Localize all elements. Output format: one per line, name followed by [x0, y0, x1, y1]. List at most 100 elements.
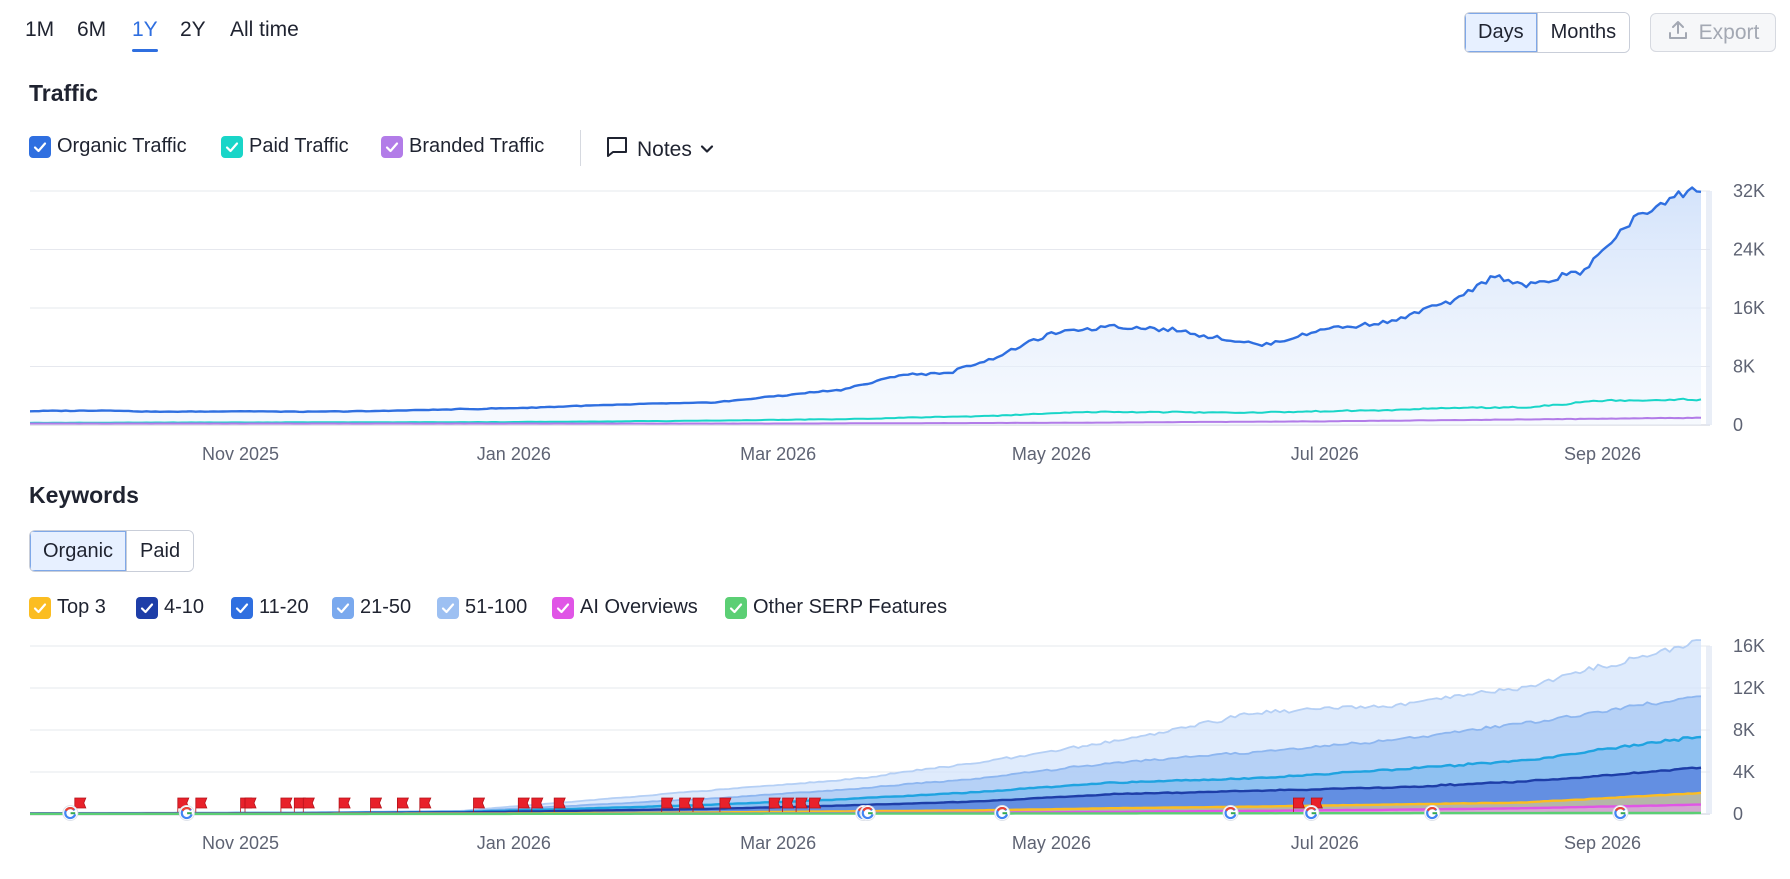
legend-4-10[interactable]: 4-10 — [136, 596, 204, 619]
months-button[interactable]: Months — [1536, 13, 1630, 52]
traffic-period-marker — [1706, 191, 1712, 425]
traffic-x-tick-label: May 2026 — [1012, 444, 1091, 464]
range-tab-1y[interactable]: 1Y — [132, 18, 158, 41]
series-line-branded-traffic — [30, 416, 1702, 425]
legend-51-100[interactable]: 51-100 — [437, 596, 527, 619]
chevron-down-icon — [700, 138, 714, 162]
checkbox-checked-icon — [221, 135, 243, 158]
keywords-y-tick-label: 16K — [1733, 636, 1765, 656]
google-update-icon — [859, 805, 876, 821]
legend-label: 11-20 — [259, 596, 309, 618]
legend-label: Paid Traffic — [249, 135, 349, 157]
traffic-x-tick-label: Jul 2026 — [1291, 444, 1359, 464]
traffic-y-tick-label: 8K — [1733, 357, 1755, 377]
checkbox-checked-icon — [381, 135, 403, 158]
google-update-icon — [178, 805, 195, 821]
keywords-x-tick-label: May 2026 — [1012, 833, 1091, 853]
legend-other-serp-features[interactable]: Other SERP Features — [725, 596, 947, 619]
legend-label: Other SERP Features — [753, 596, 948, 618]
note-flag-icon — [517, 797, 530, 812]
keywords-x-tick-label: Nov 2025 — [202, 833, 279, 853]
paid-button[interactable]: Paid — [126, 531, 194, 571]
keywords-y-tick-label: 4K — [1733, 762, 1755, 782]
traffic-x-tick-label: Nov 2025 — [202, 444, 279, 464]
traffic-x-tick-label: Jan 2026 — [477, 444, 551, 464]
note-flag-icon — [396, 797, 409, 812]
note-flag-icon — [531, 797, 544, 812]
legend-label: 21-50 — [360, 596, 412, 618]
export-button[interactable]: Export — [1650, 13, 1776, 52]
traffic-title: Traffic — [29, 80, 99, 106]
google-update-icon — [1303, 805, 1320, 821]
legend-11-20[interactable]: 11-20 — [231, 596, 309, 619]
keywords-x-tick-label: Jan 2026 — [477, 833, 551, 853]
google-update-icon — [1612, 805, 1629, 821]
traffic-x-tick-label: Mar 2026 — [740, 444, 816, 464]
note-flag-icon — [782, 797, 795, 812]
note-flag-icon — [768, 797, 781, 812]
organic-button[interactable]: Organic — [30, 531, 127, 571]
legend-label: 4-10 — [164, 596, 205, 618]
traffic-y-tick-label: 0 — [1733, 415, 1743, 435]
note-flag-icon — [280, 797, 293, 812]
range-tab-all-time[interactable]: All time — [230, 18, 299, 41]
legend-branded-traffic[interactable]: Branded Traffic — [381, 135, 544, 158]
granularity-toggle: Days Months — [1464, 12, 1631, 53]
days-button[interactable]: Days — [1465, 13, 1537, 52]
note-flag-icon — [719, 797, 732, 812]
legend-label: Top 3 — [57, 596, 106, 618]
google-update-icon — [1222, 805, 1239, 821]
legend-organic-traffic[interactable]: Organic Traffic — [29, 135, 187, 158]
checkbox-checked-icon — [136, 596, 158, 619]
note-flag-icon — [177, 797, 190, 812]
series-area-top-3 — [30, 792, 1701, 814]
keywords-x-tick-label: Mar 2026 — [740, 833, 816, 853]
note-flag-icon — [1293, 797, 1305, 812]
checkbox-checked-icon — [29, 135, 51, 158]
keywords-x-tick-label: Jul 2026 — [1291, 833, 1359, 853]
note-flag-icon — [302, 797, 315, 812]
note-flag-icon — [809, 797, 822, 812]
note-flag-icon — [370, 797, 383, 812]
note-flag-icon — [338, 797, 351, 812]
notes-dropdown[interactable]: Notes — [605, 135, 714, 165]
note-flag-icon — [419, 797, 432, 812]
google-update-icon — [62, 805, 79, 821]
note-flag-icon — [661, 797, 674, 812]
legend-paid-traffic[interactable]: Paid Traffic — [221, 135, 349, 158]
series-area-organic-traffic — [30, 187, 1701, 425]
checkbox-checked-icon — [29, 596, 51, 619]
comment-icon — [605, 135, 629, 165]
series-area-4-10 — [30, 767, 1701, 814]
legend-label: AI Overviews — [580, 596, 698, 618]
legend-top-3[interactable]: Top 3 — [29, 596, 106, 619]
note-flag-icon — [473, 797, 486, 812]
export-label: Export — [1698, 20, 1760, 44]
checkbox-checked-icon — [725, 596, 747, 619]
note-flag-icon — [195, 797, 208, 812]
series-line-organic-traffic — [29, 186, 1702, 414]
checkbox-checked-icon — [332, 596, 354, 619]
legend-ai-overviews[interactable]: AI Overviews — [552, 596, 698, 619]
note-flag-icon — [244, 797, 257, 812]
legend-label: Organic Traffic — [57, 135, 187, 157]
legend-21-50[interactable]: 21-50 — [332, 596, 411, 619]
range-tab-1m[interactable]: 1M — [25, 18, 55, 41]
keywords-y-tick-label: 8K — [1733, 720, 1755, 740]
traffic-y-tick-label: 32K — [1733, 181, 1765, 201]
range-tab-6m[interactable]: 6M — [77, 18, 107, 41]
range-tab-2y[interactable]: 2Y — [180, 18, 206, 41]
keywords-y-tick-label: 0 — [1733, 804, 1743, 824]
checkbox-checked-icon — [552, 596, 574, 619]
traffic-chart: 0 8K 16K 24K 32K Nov 2025 Jan 2026 Mar 2026 May … — [29, 181, 1765, 464]
note-flag-icon — [553, 797, 566, 812]
traffic-y-tick-label: 24K — [1733, 240, 1765, 260]
series-line-paid-traffic — [29, 397, 1702, 424]
note-flag-icon — [692, 797, 705, 812]
keywords-x-tick-label: Sep 2026 — [1564, 833, 1641, 853]
checkbox-checked-icon — [437, 596, 459, 619]
legend-divider — [580, 130, 581, 166]
google-update-icon — [1424, 805, 1441, 821]
legend-label: Branded Traffic — [409, 135, 545, 157]
